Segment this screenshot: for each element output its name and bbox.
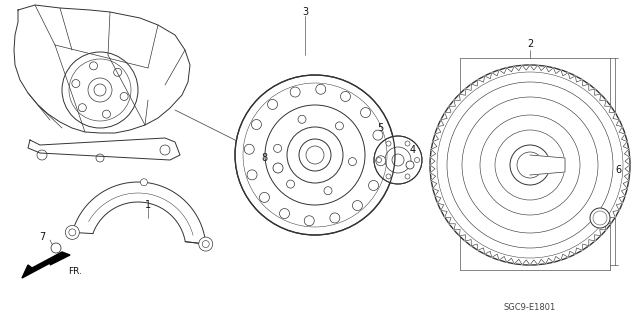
- Circle shape: [415, 158, 419, 162]
- Polygon shape: [72, 182, 205, 244]
- Circle shape: [335, 122, 344, 130]
- Circle shape: [386, 174, 391, 179]
- Circle shape: [330, 213, 340, 223]
- Circle shape: [280, 209, 289, 219]
- Circle shape: [268, 100, 278, 109]
- Circle shape: [324, 187, 332, 195]
- Circle shape: [340, 92, 351, 101]
- Circle shape: [252, 120, 262, 130]
- Circle shape: [373, 130, 383, 140]
- Circle shape: [202, 241, 209, 248]
- Circle shape: [273, 163, 283, 173]
- Circle shape: [369, 181, 378, 190]
- Circle shape: [37, 150, 47, 160]
- Circle shape: [374, 136, 422, 184]
- Circle shape: [360, 108, 371, 118]
- Circle shape: [290, 87, 300, 97]
- Text: SGC9-E1801: SGC9-E1801: [504, 303, 556, 313]
- Circle shape: [51, 243, 61, 253]
- Text: 4: 4: [410, 145, 416, 155]
- Text: 8: 8: [261, 153, 267, 163]
- Circle shape: [247, 170, 257, 180]
- Circle shape: [348, 158, 356, 166]
- Circle shape: [406, 161, 414, 169]
- Polygon shape: [22, 252, 70, 278]
- Polygon shape: [430, 65, 630, 265]
- Circle shape: [405, 141, 410, 146]
- Circle shape: [376, 156, 386, 166]
- Circle shape: [160, 145, 170, 155]
- Text: 3: 3: [302, 7, 308, 17]
- Circle shape: [259, 192, 269, 203]
- Circle shape: [590, 208, 610, 228]
- Circle shape: [199, 237, 212, 251]
- Circle shape: [69, 229, 76, 236]
- Circle shape: [140, 179, 147, 186]
- Polygon shape: [530, 155, 565, 175]
- Circle shape: [316, 84, 326, 94]
- Text: 5: 5: [377, 123, 383, 133]
- Circle shape: [96, 154, 104, 162]
- Circle shape: [244, 144, 254, 154]
- Text: FR.: FR.: [68, 268, 82, 277]
- Circle shape: [273, 145, 282, 152]
- Text: 7: 7: [39, 232, 45, 242]
- Circle shape: [304, 216, 314, 226]
- Circle shape: [376, 158, 381, 162]
- Circle shape: [65, 226, 79, 239]
- Circle shape: [353, 201, 362, 211]
- Circle shape: [386, 141, 391, 146]
- Text: 1: 1: [145, 200, 151, 210]
- Circle shape: [430, 65, 630, 265]
- Polygon shape: [14, 5, 190, 133]
- Circle shape: [298, 115, 306, 123]
- Circle shape: [405, 174, 410, 179]
- Circle shape: [287, 180, 294, 188]
- Text: 2: 2: [527, 39, 533, 49]
- Circle shape: [235, 75, 395, 235]
- Polygon shape: [28, 138, 180, 160]
- Text: 6: 6: [615, 165, 621, 175]
